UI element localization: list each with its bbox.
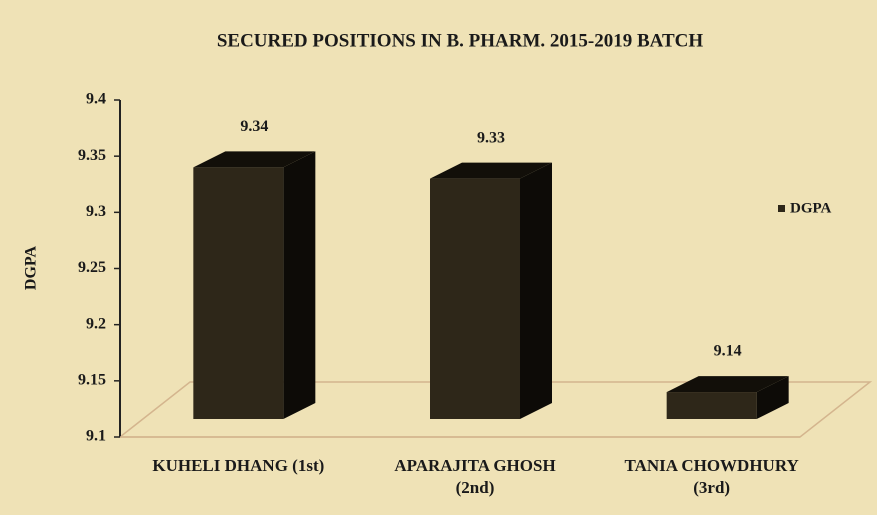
y-tick-label: 9.15 — [78, 372, 106, 389]
y-axis-label: DGPA — [23, 245, 40, 290]
bar — [193, 167, 284, 419]
y-tick-label: 9.4 — [86, 91, 106, 108]
legend-label: DGPA — [790, 200, 832, 216]
bar-side — [520, 162, 552, 419]
bar-side — [283, 151, 316, 419]
y-tick-label: 9.2 — [86, 315, 106, 332]
chart-title: SECURED POSITIONS IN B. PHARM. 2015-2019… — [217, 30, 704, 51]
value-label: 9.34 — [240, 118, 268, 135]
value-label: 9.33 — [477, 129, 505, 146]
bar-side — [756, 376, 789, 419]
x-tick-label: APARAJITA GHOSH (2nd) — [394, 456, 556, 497]
y-tick-label: 9.35 — [78, 147, 106, 164]
y-tick-label: 9.1 — [86, 428, 106, 445]
x-tick-label: TANIA CHOWDHURY (3rd) — [624, 456, 799, 497]
bar — [666, 392, 757, 419]
legend-swatch — [778, 205, 785, 212]
bar-top — [666, 376, 789, 393]
bar-top — [193, 151, 316, 168]
value-label: 9.14 — [714, 343, 742, 360]
bar — [430, 178, 520, 419]
y-tick-label: 9.3 — [86, 203, 106, 220]
y-tick-label: 9.25 — [78, 259, 106, 276]
bar-top — [430, 162, 552, 179]
x-tick-label: KUHELI DHANG (1st) — [152, 456, 325, 475]
